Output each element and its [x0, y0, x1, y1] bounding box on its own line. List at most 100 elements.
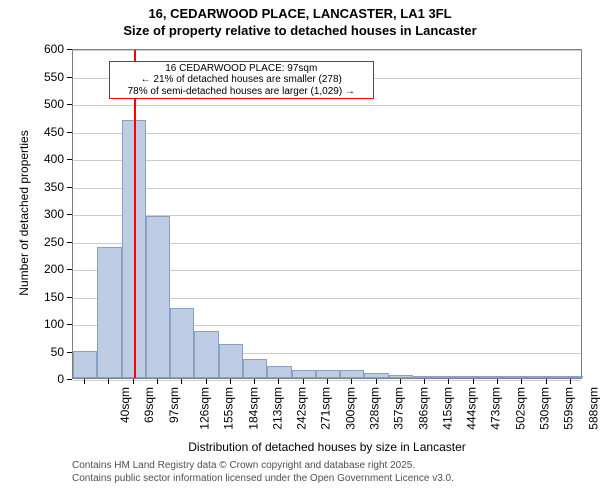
ytick-mark — [67, 104, 72, 105]
xtick-mark — [230, 379, 231, 384]
xtick-mark — [497, 379, 498, 384]
ytick-label: 200 — [34, 262, 64, 276]
footer: Contains HM Land Registry data © Crown c… — [72, 460, 454, 485]
xtick-mark — [108, 379, 109, 384]
xtick-label: 300sqm — [343, 387, 357, 430]
xtick-mark — [157, 379, 158, 384]
xtick-mark — [181, 379, 182, 384]
xtick-label: 444sqm — [465, 387, 479, 430]
xtick-mark — [278, 379, 279, 384]
xtick-mark — [400, 379, 401, 384]
histogram-bar — [559, 376, 583, 378]
title-line2: Size of property relative to detached ho… — [0, 23, 600, 38]
xtick-label: 588sqm — [586, 387, 600, 430]
xtick-mark — [546, 379, 547, 384]
xtick-mark — [376, 379, 377, 384]
xtick-label: 328sqm — [368, 387, 382, 430]
xtick-label: 530sqm — [538, 387, 552, 430]
gridline — [73, 160, 581, 161]
histogram-bar — [413, 376, 437, 378]
gridline — [73, 50, 581, 51]
ytick-label: 50 — [34, 345, 64, 359]
marker-line — [134, 50, 136, 378]
gridline — [73, 188, 581, 189]
xtick-mark — [424, 379, 425, 384]
ytick-mark — [67, 132, 72, 133]
ytick-mark — [67, 379, 72, 380]
xtick-label: 357sqm — [392, 387, 406, 430]
ytick-label: 600 — [34, 42, 64, 56]
annotation-line: ← 21% of detached houses are smaller (27… — [112, 74, 371, 86]
ytick-mark — [67, 214, 72, 215]
histogram-bar — [267, 366, 291, 378]
gridline — [73, 133, 581, 134]
ytick-label: 250 — [34, 235, 64, 249]
xtick-label: 97sqm — [167, 387, 181, 423]
annotation-line: 16 CEDARWOOD PLACE: 97sqm — [112, 63, 371, 75]
xtick-label: 386sqm — [416, 387, 430, 430]
histogram-bar — [316, 370, 340, 378]
xtick-label: 69sqm — [142, 387, 156, 423]
footer-line1: Contains HM Land Registry data © Crown c… — [72, 460, 454, 473]
gridline — [73, 105, 581, 106]
xtick-label: 559sqm — [562, 387, 576, 430]
ytick-label: 0 — [34, 372, 64, 386]
ytick-label: 150 — [34, 290, 64, 304]
xtick-label: 242sqm — [295, 387, 309, 430]
histogram-bar — [462, 376, 486, 378]
histogram-bar — [486, 376, 510, 378]
ytick-label: 550 — [34, 70, 64, 84]
histogram-bar — [389, 375, 413, 378]
ytick-label: 500 — [34, 97, 64, 111]
title-line1: 16, CEDARWOOD PLACE, LANCASTER, LA1 3FL — [0, 6, 600, 21]
xtick-label: 473sqm — [489, 387, 503, 430]
histogram-bar — [364, 373, 388, 379]
xtick-mark — [473, 379, 474, 384]
histogram-bar — [437, 376, 461, 378]
footer-line2: Contains public sector information licen… — [72, 473, 454, 486]
histogram-bar — [243, 359, 267, 378]
ytick-mark — [67, 242, 72, 243]
ytick-label: 300 — [34, 207, 64, 221]
ytick-mark — [67, 269, 72, 270]
ytick-label: 100 — [34, 317, 64, 331]
xtick-label: 213sqm — [271, 387, 285, 430]
ytick-mark — [67, 77, 72, 78]
xtick-label: 40sqm — [118, 387, 132, 423]
ytick-mark — [67, 49, 72, 50]
histogram-bar — [292, 370, 316, 378]
xtick-label: 415sqm — [441, 387, 455, 430]
xtick-label: 502sqm — [513, 387, 527, 430]
xtick-mark — [570, 379, 571, 384]
histogram-bar — [340, 370, 364, 378]
xtick-mark — [351, 379, 352, 384]
annotation-box: 16 CEDARWOOD PLACE: 97sqm← 21% of detach… — [109, 61, 374, 99]
histogram-bar — [534, 376, 558, 378]
ytick-mark — [67, 187, 72, 188]
histogram-bar — [510, 376, 534, 378]
plot-area: 16 CEDARWOOD PLACE: 97sqm← 21% of detach… — [72, 49, 582, 379]
xtick-mark — [254, 379, 255, 384]
annotation-line: 78% of semi-detached houses are larger (… — [112, 86, 371, 98]
xtick-mark — [327, 379, 328, 384]
xtick-label: 126sqm — [198, 387, 212, 430]
x-axis-label: Distribution of detached houses by size … — [72, 440, 582, 454]
xtick-label: 184sqm — [246, 387, 260, 430]
y-axis-label: Number of detached properties — [17, 103, 31, 323]
histogram-bar — [170, 308, 194, 378]
xtick-mark — [448, 379, 449, 384]
xtick-mark — [521, 379, 522, 384]
ytick-mark — [67, 324, 72, 325]
ytick-mark — [67, 297, 72, 298]
xtick-mark — [303, 379, 304, 384]
histogram-bar — [73, 351, 97, 379]
ytick-label: 350 — [34, 180, 64, 194]
ytick-label: 400 — [34, 152, 64, 166]
xtick-mark — [133, 379, 134, 384]
chart-container: 16, CEDARWOOD PLACE, LANCASTER, LA1 3FL … — [0, 0, 600, 500]
ytick-label: 450 — [34, 125, 64, 139]
ytick-mark — [67, 352, 72, 353]
ytick-mark — [67, 159, 72, 160]
histogram-bar — [97, 247, 121, 378]
histogram-bar — [194, 331, 218, 378]
